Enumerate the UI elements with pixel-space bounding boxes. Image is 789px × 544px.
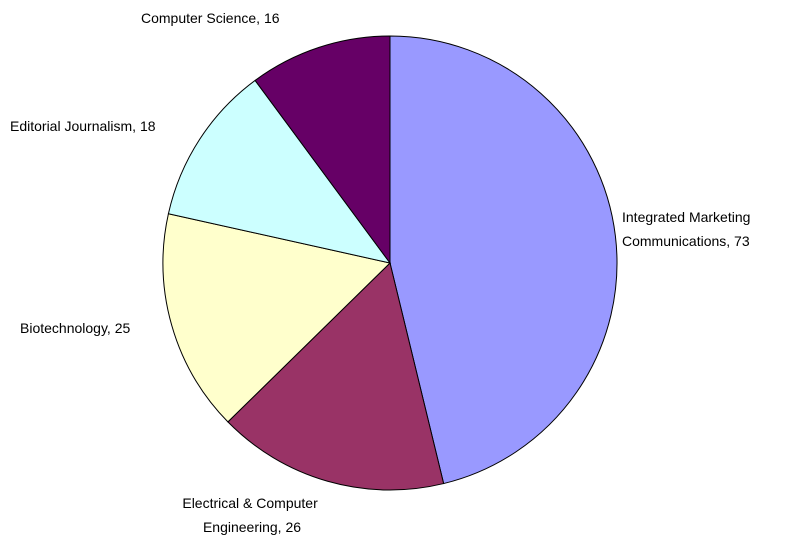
pie-slice-biotechnology (162, 213, 392, 423)
slice-label-integrated-marketing-communications: Integrated Marketing Communications, 73 (622, 209, 754, 249)
pie-slice-integrated-marketing-communications (389, 35, 618, 485)
slice-label-computer-science: Computer Science, 16 (141, 10, 280, 26)
pie-slices (162, 35, 618, 491)
pie-slice-electrical-computer-engineering (227, 262, 445, 491)
pie-slice-computer-science (254, 35, 391, 265)
slice-label-electrical-computer-engineering: Electrical & Computer Engineering, 26 (182, 495, 321, 535)
slice-label-biotechnology: Biotechnology, 25 (20, 320, 130, 336)
slice-label-editorial-journalism: Editorial Journalism, 18 (10, 118, 156, 134)
pie-slice-editorial-journalism (167, 79, 392, 264)
